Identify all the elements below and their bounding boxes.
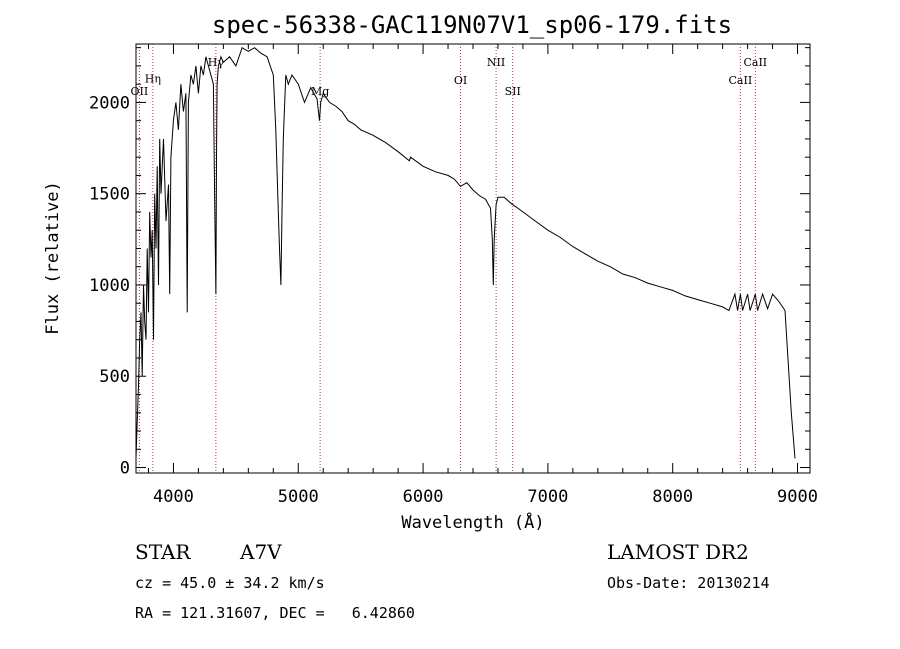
coordinates: RA = 121.31607, DEC = 6.42860 [135, 604, 415, 622]
spectrum-line [135, 46, 796, 459]
y-tick-label: 1500 [89, 185, 130, 205]
x-tick-label: 5000 [278, 487, 319, 507]
y-tick-label: 2000 [89, 93, 130, 113]
line-label: Hη [145, 72, 161, 85]
line-label: SII [505, 85, 521, 98]
x-tick-label: 9000 [777, 487, 818, 507]
y-tick-label: 0 [120, 459, 130, 479]
y-tick-label: 1000 [89, 276, 130, 296]
y-tick-label: 500 [99, 367, 130, 387]
survey-name: LAMOST DR2 [607, 540, 749, 564]
observation-date: Obs-Date: 20130214 [607, 574, 770, 592]
line-label: Mg [311, 85, 329, 98]
x-tick-label: 7000 [527, 487, 568, 507]
line-label: NII [487, 56, 505, 69]
plot-frame [135, 43, 811, 474]
chart-title: spec-56338-GAC119N07V1_sp06-179.fits [212, 11, 732, 39]
y-axis-label: Flux (relative) [43, 181, 63, 335]
x-axis-label: Wavelength (Å) [401, 511, 544, 533]
x-tick-label: 4000 [153, 487, 194, 507]
object-subclass: A7V [240, 540, 282, 564]
x-tick-label: 8000 [652, 487, 693, 507]
axis-ticks: 4000 5000 6000 7000 8000 9000 0 500 1000 1500 2000 [89, 44, 818, 507]
line-label: OI [454, 74, 467, 87]
object-class: STAR [135, 540, 191, 564]
redshift-value: cz = 45.0 ± 34.2 km/s [135, 574, 325, 592]
line-label: CaII [729, 74, 753, 87]
line-label: OII [131, 85, 149, 98]
line-label: CaII [743, 56, 767, 69]
x-tick-label: 6000 [403, 487, 444, 507]
